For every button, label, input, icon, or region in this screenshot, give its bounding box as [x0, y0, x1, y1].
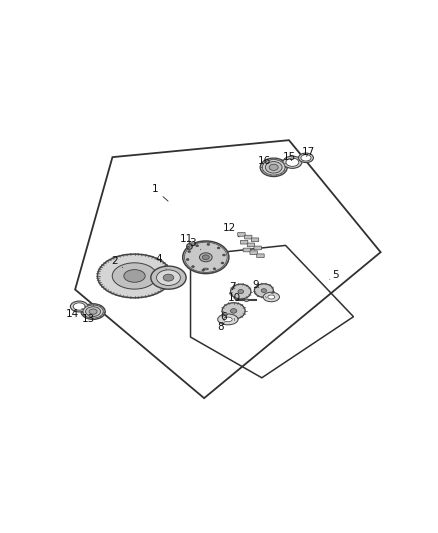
Ellipse shape	[213, 268, 216, 270]
Text: 6: 6	[220, 312, 227, 322]
Ellipse shape	[202, 255, 209, 260]
Text: 2: 2	[111, 256, 123, 268]
Ellipse shape	[124, 270, 145, 282]
FancyBboxPatch shape	[250, 251, 258, 255]
Ellipse shape	[85, 307, 101, 317]
Ellipse shape	[83, 305, 103, 318]
Ellipse shape	[217, 247, 220, 249]
Text: 3: 3	[189, 238, 201, 249]
Ellipse shape	[230, 284, 251, 299]
Ellipse shape	[73, 303, 85, 310]
Ellipse shape	[283, 156, 302, 168]
Ellipse shape	[269, 164, 278, 171]
Ellipse shape	[151, 266, 186, 289]
Ellipse shape	[230, 309, 237, 313]
Text: 12: 12	[223, 223, 239, 237]
Ellipse shape	[286, 158, 299, 166]
Ellipse shape	[261, 289, 266, 293]
Ellipse shape	[196, 245, 198, 247]
FancyBboxPatch shape	[254, 246, 261, 250]
Ellipse shape	[112, 263, 157, 289]
Ellipse shape	[262, 159, 285, 175]
FancyBboxPatch shape	[238, 232, 245, 236]
Text: 14: 14	[66, 309, 79, 319]
Ellipse shape	[202, 269, 205, 271]
Ellipse shape	[263, 292, 279, 302]
Ellipse shape	[301, 155, 311, 161]
Ellipse shape	[222, 303, 245, 319]
Ellipse shape	[218, 314, 238, 325]
Text: 10: 10	[228, 293, 241, 303]
Ellipse shape	[223, 254, 226, 256]
Ellipse shape	[97, 254, 172, 298]
Text: 8: 8	[217, 322, 224, 332]
Ellipse shape	[260, 158, 287, 176]
FancyBboxPatch shape	[240, 240, 248, 244]
Text: 9: 9	[252, 280, 259, 290]
Text: 13: 13	[81, 314, 95, 325]
Ellipse shape	[207, 244, 210, 245]
Ellipse shape	[221, 262, 224, 264]
Ellipse shape	[298, 153, 314, 163]
Text: 7: 7	[229, 282, 235, 292]
Text: 1: 1	[152, 184, 168, 201]
Ellipse shape	[199, 253, 212, 262]
Ellipse shape	[183, 241, 229, 273]
FancyBboxPatch shape	[243, 248, 251, 252]
Ellipse shape	[156, 270, 180, 286]
Ellipse shape	[191, 265, 194, 268]
Ellipse shape	[244, 299, 249, 302]
Text: 15: 15	[283, 152, 296, 162]
Ellipse shape	[163, 274, 174, 281]
Text: 16: 16	[258, 156, 271, 166]
Ellipse shape	[238, 289, 244, 294]
Text: 5: 5	[330, 270, 339, 280]
Ellipse shape	[71, 301, 88, 312]
Text: 4: 4	[155, 254, 166, 269]
Ellipse shape	[265, 161, 282, 173]
Ellipse shape	[188, 251, 191, 253]
Ellipse shape	[81, 304, 105, 319]
Ellipse shape	[268, 295, 275, 299]
FancyBboxPatch shape	[247, 243, 254, 247]
FancyBboxPatch shape	[244, 235, 252, 239]
Text: 11: 11	[180, 233, 193, 244]
FancyBboxPatch shape	[257, 254, 264, 257]
Ellipse shape	[223, 317, 232, 322]
Ellipse shape	[89, 309, 97, 314]
Ellipse shape	[254, 284, 273, 297]
Ellipse shape	[186, 259, 189, 261]
Text: 17: 17	[302, 147, 315, 157]
FancyBboxPatch shape	[251, 238, 259, 241]
